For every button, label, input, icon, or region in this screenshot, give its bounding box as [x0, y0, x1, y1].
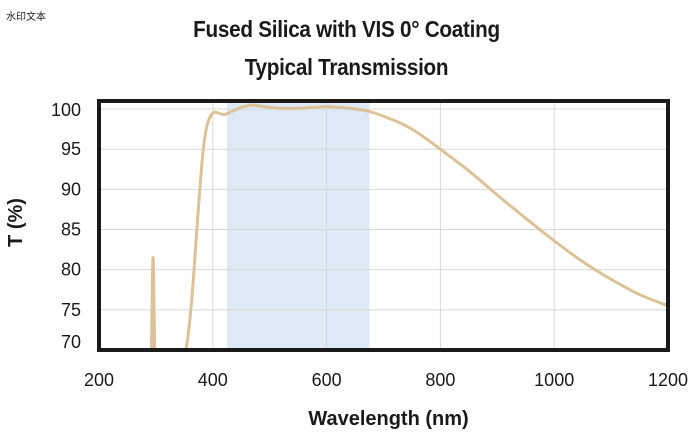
design-wavelength-band [227, 101, 370, 350]
transmission-curve-segment-1 [149, 256, 157, 350]
y-tick-label: 80 [61, 260, 81, 280]
chart-title: Fused Silica with VIS 0° Coating [193, 16, 500, 42]
x-tick-label: 600 [312, 370, 342, 390]
y-tick-label: 100 [51, 100, 81, 120]
x-tick-label: 200 [84, 370, 114, 390]
y-tick-label: 90 [61, 179, 81, 199]
x-tick-label: 400 [198, 370, 228, 390]
x-tick-label: 1000 [534, 370, 574, 390]
plot-frame [97, 99, 670, 352]
y-axis-label: T (%) [5, 198, 27, 247]
chart-subtitle: Typical Transmission [244, 54, 449, 80]
transmission-curve-segment-2 [184, 103, 668, 350]
y-tick-label: 95 [61, 139, 81, 159]
y-tick-label: 85 [61, 220, 81, 240]
x-tick-label: 1200 [648, 370, 688, 390]
watermark-text: 水印文本 [6, 12, 46, 23]
x-axis-label: Wavelength (nm) [308, 408, 468, 430]
x-tick-label: 800 [425, 370, 455, 390]
y-tick-label: 70 [61, 332, 81, 352]
y-tick-label: 75 [61, 300, 81, 320]
chart-title-block: Fused Silica with VIS 0° Coating Typical… [0, 10, 693, 86]
